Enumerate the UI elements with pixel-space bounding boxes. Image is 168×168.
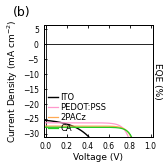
2PACz [46,125,48,127]
ITO [40,119,42,121]
2PACz [152,139,154,141]
PEDOT:PSS [96,122,98,124]
CA [96,126,98,128]
PEDOT:PSS [152,139,154,141]
ITO [96,139,98,141]
ITO [152,139,154,141]
CA [152,139,154,141]
2PACz [131,139,133,141]
CA [93,126,95,128]
PEDOT:PSS [130,139,132,141]
PEDOT:PSS [93,122,95,124]
Text: (b): (b) [13,6,31,19]
ITO [130,139,132,141]
Line: PEDOT:PSS: PEDOT:PSS [41,123,156,140]
CA [155,139,157,141]
2PACz [130,137,132,139]
CA [46,126,48,128]
ITO [152,139,154,141]
PEDOT:PSS [155,139,157,141]
2PACz [152,139,154,141]
Y-axis label: EQE (%): EQE (%) [153,62,162,99]
Line: 2PACz: 2PACz [41,126,156,140]
Legend: ITO, PEDOT:PSS, 2PACz, CA: ITO, PEDOT:PSS, 2PACz, CA [46,91,108,134]
X-axis label: Voltage (V): Voltage (V) [73,153,123,162]
PEDOT:PSS [128,139,130,141]
Y-axis label: Current Density (mA cm$^{-2}$): Current Density (mA cm$^{-2}$) [6,19,20,143]
ITO [90,139,92,141]
PEDOT:PSS [46,122,48,124]
2PACz [155,139,157,141]
ITO [155,139,157,141]
ITO [46,119,48,121]
Line: CA: CA [41,127,156,140]
CA [152,139,154,141]
2PACz [96,125,98,127]
CA [132,139,134,141]
2PACz [40,125,42,127]
PEDOT:PSS [152,139,154,141]
CA [130,136,132,138]
ITO [93,139,95,141]
CA [40,126,42,128]
PEDOT:PSS [40,122,42,124]
2PACz [93,125,95,127]
Line: ITO: ITO [41,120,156,140]
